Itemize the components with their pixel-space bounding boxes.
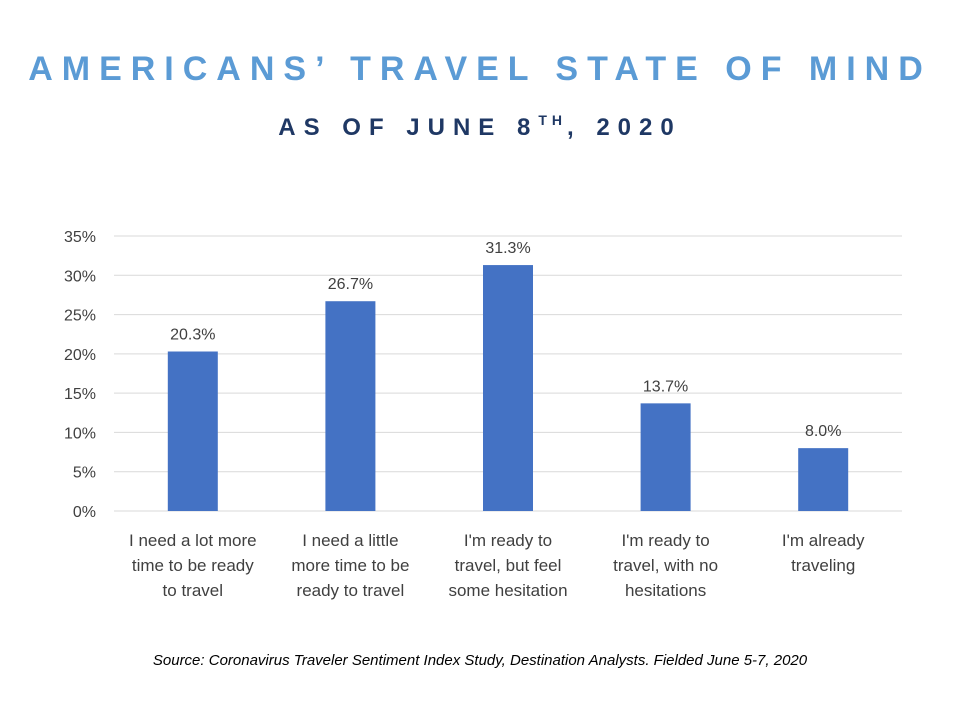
bar	[483, 265, 533, 511]
bar	[325, 301, 376, 511]
source-note: Source: Coronavirus Traveler Sentiment I…	[152, 652, 808, 669]
y-tick-label: 5%	[73, 465, 96, 482]
bar	[798, 448, 849, 511]
data-label: 31.3%	[485, 240, 530, 257]
x-tick-label: I'm already traveling	[782, 531, 865, 575]
x-tick-label: I need a little more time to be ready to t…	[291, 531, 409, 600]
data-label: 8.0%	[805, 423, 841, 440]
data-label: 13.7%	[643, 378, 688, 395]
x-tick-label: I need a lot more time to be ready to trav…	[129, 531, 257, 600]
x-tick-label: I'm ready to travel, with no hesitations	[613, 531, 718, 600]
bar	[167, 351, 218, 511]
subtitle-suffix: , 2020	[566, 114, 682, 141]
x-tick-label: I'm ready to travel, but feel some hesitat…	[448, 531, 567, 600]
subtitle-prefix: AS OF JUNE 8	[278, 114, 539, 141]
bar-chart: 0% 5% 10% 15% 20% 25% 30% 35% 20.3% I need a lot …	[64, 229, 902, 600]
y-tick-label: 35%	[64, 229, 96, 246]
y-tick-label: 0%	[73, 504, 96, 521]
subtitle-superscript: TH	[538, 112, 567, 128]
y-tick-label: 15%	[64, 386, 96, 403]
data-label: 26.7%	[328, 276, 373, 293]
y-tick-label: 20%	[64, 347, 96, 364]
data-label: 20.3%	[170, 327, 215, 344]
y-tick-label: 30%	[64, 268, 96, 285]
y-tick-label: 10%	[64, 425, 96, 442]
bar	[640, 403, 691, 511]
chart-title: AMERICANS’ TRAVEL STATE OF MIND	[28, 50, 932, 88]
y-tick-label: 25%	[64, 308, 96, 325]
chart-subtitle: AS OF JUNE 8TH, 2020	[0, 112, 960, 142]
